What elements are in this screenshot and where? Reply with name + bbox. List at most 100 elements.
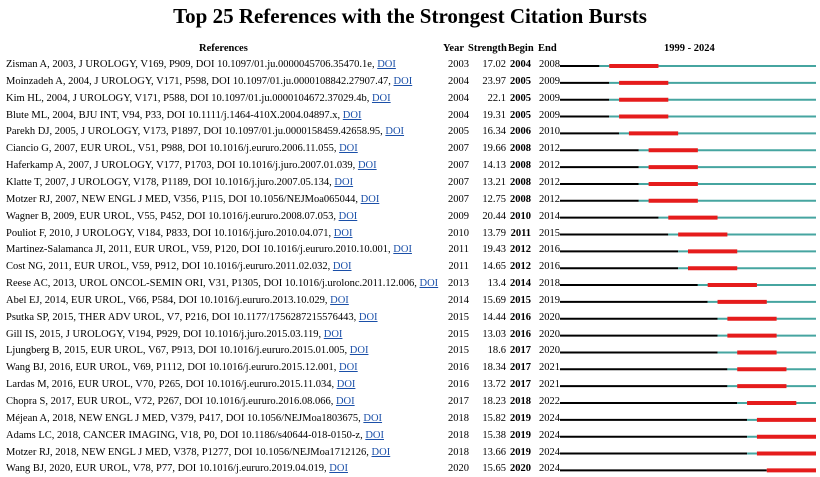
table-row: Gill IS, 2015, J UROLOGY, V194, P929, DO… [0,326,820,343]
reference-text: Klatte T, 2007, J UROLOGY, V178, P1189, … [6,176,354,188]
strength-cell: 15.82 [482,412,506,424]
doi-link[interactable]: DOI [371,446,391,458]
table-row: Ciancio G, 2007, EUR UROL, V51, P988, DO… [0,140,820,157]
table-row: Pouliot F, 2010, J UROLOGY, V184, P833, … [0,225,820,242]
table-row: Psutka SP, 2015, THER ADV UROL, V7, P216… [0,309,820,326]
doi-link[interactable]: DOI [357,160,377,172]
reference-text: Méjean A, 2018, NEW ENGL J MED, V379, P4… [6,412,383,424]
end-cell: 2020 [539,311,560,323]
reference-text: Abel EJ, 2014, EUR UROL, V66, P584, DOI … [6,294,349,306]
doi-link[interactable]: DOI [334,176,354,188]
doi-link[interactable]: DOI [363,412,383,424]
reference-text: Adams LC, 2018, CANCER IMAGING, V18, P0,… [6,429,384,441]
year-cell: 2014 [448,294,469,306]
doi-link[interactable]: DOI [339,143,358,155]
begin-cell: 2016 [510,311,531,323]
end-cell: 2024 [539,412,560,424]
doi-link[interactable]: DOI [371,92,391,104]
doi-link[interactable]: DOI [335,396,355,407]
table-row: Kim HL, 2004, J UROLOGY, V171, P588, DOI… [0,90,820,107]
strength-cell: 19.43 [482,244,506,256]
strength-cell: 13.4 [487,278,506,290]
strength-cell: 13.79 [482,227,506,239]
table-row: Lardas M, 2016, EUR UROL, V70, P265, DOI… [0,376,820,393]
header-timeline-range: 1999 - 2024 [664,43,715,54]
begin-cell: 2011 [510,227,531,239]
end-cell: 2012 [539,193,560,205]
end-cell: 2010 [539,126,560,138]
table-row: Wang BJ, 2020, EUR UROL, V78, P77, DOI 1… [0,460,820,477]
reference-text: Zisman A, 2003, J UROLOGY, V169, P909, D… [6,59,396,70]
table-row: Parekh DJ, 2005, J UROLOGY, V173, P1897,… [0,123,820,140]
doi-link[interactable]: DOI [323,328,343,340]
strength-cell: 19.31 [482,109,506,121]
doi-link[interactable]: DOI [385,126,405,138]
end-cell: 2022 [539,396,560,407]
doi-link[interactable]: DOI [393,244,412,256]
end-cell: 2016 [539,244,560,256]
table-row: Reese AC, 2013, UROL ONCOL-SEMIN ORI, V3… [0,275,820,292]
end-cell: 2008 [539,59,560,70]
end-cell: 2015 [539,227,560,239]
table-row: Adams LC, 2018, CANCER IMAGING, V18, P0,… [0,427,820,444]
reference-text: Gill IS, 2015, J UROLOGY, V194, P929, DO… [6,328,343,340]
header-year: Year [443,43,464,54]
year-cell: 2007 [448,193,469,205]
strength-cell: 18.6 [487,345,506,357]
year-cell: 2017 [448,396,469,407]
strength-cell: 17.02 [482,59,506,70]
strength-cell: 12.75 [482,193,506,205]
table-row: Abel EJ, 2014, EUR UROL, V66, P584, DOI … [0,292,820,309]
doi-link[interactable]: DOI [393,75,413,87]
reference-text: Ciancio G, 2007, EUR UROL, V51, P988, DO… [6,143,358,155]
year-cell: 2018 [448,429,469,441]
begin-cell: 2005 [510,109,531,121]
doi-link[interactable]: DOI [419,278,439,290]
end-cell: 2012 [539,160,560,172]
end-cell: 2024 [539,446,560,458]
year-cell: 2003 [448,59,469,70]
strength-cell: 22.1 [487,92,506,104]
doi-link[interactable]: DOI [349,345,369,357]
year-cell: 2011 [448,244,469,256]
strength-cell: 23.97 [482,75,506,87]
end-cell: 2021 [539,379,560,391]
reference-text: Wang BJ, 2016, EUR UROL, V69, P1112, DOI… [6,362,358,374]
doi-link[interactable]: DOI [358,311,378,323]
strength-cell: 19.66 [482,143,506,155]
end-cell: 2012 [539,176,560,188]
reference-text: Wang BJ, 2020, EUR UROL, V78, P77, DOI 1… [6,463,348,475]
table-row: Motzer RJ, 2007, NEW ENGL J MED, V356, P… [0,191,820,208]
year-cell: 2011 [448,261,469,273]
table-row: Méjean A, 2018, NEW ENGL J MED, V379, P4… [0,410,820,427]
strength-cell: 13.66 [482,446,506,458]
begin-cell: 2008 [510,143,531,155]
doi-link[interactable]: DOI [336,379,356,391]
begin-cell: 2017 [510,379,531,391]
begin-cell: 2005 [510,75,531,87]
begin-cell: 2008 [510,160,531,172]
doi-link[interactable]: DOI [333,227,353,239]
table-row: Klatte T, 2007, J UROLOGY, V178, P1189, … [0,174,820,191]
year-cell: 2010 [448,227,469,239]
end-cell: 2021 [539,362,560,374]
header-begin: Begin [508,43,534,54]
doi-link[interactable]: DOI [329,463,348,475]
reference-text: Psutka SP, 2015, THER ADV UROL, V7, P216… [6,311,378,323]
table-row: Martinez-Salamanca JI, 2011, EUR UROL, V… [0,241,820,258]
doi-link[interactable]: DOI [342,109,362,121]
begin-cell: 2012 [510,244,531,256]
doi-link[interactable]: DOI [338,210,358,222]
doi-link[interactable]: DOI [360,193,380,205]
doi-link[interactable]: DOI [365,429,384,441]
doi-link[interactable]: DOI [330,294,349,306]
year-cell: 2015 [448,345,469,357]
table-row: Cost NG, 2011, EUR UROL, V59, P912, DOI … [0,258,820,275]
doi-link[interactable]: DOI [339,362,358,374]
doi-link[interactable]: DOI [332,261,352,273]
doi-link[interactable]: DOI [377,59,396,70]
begin-cell: 2019 [510,429,531,441]
table-row: Blute ML, 2004, BJU INT, V94, P33, DOI 1… [0,107,820,124]
header-end: End [538,43,557,54]
